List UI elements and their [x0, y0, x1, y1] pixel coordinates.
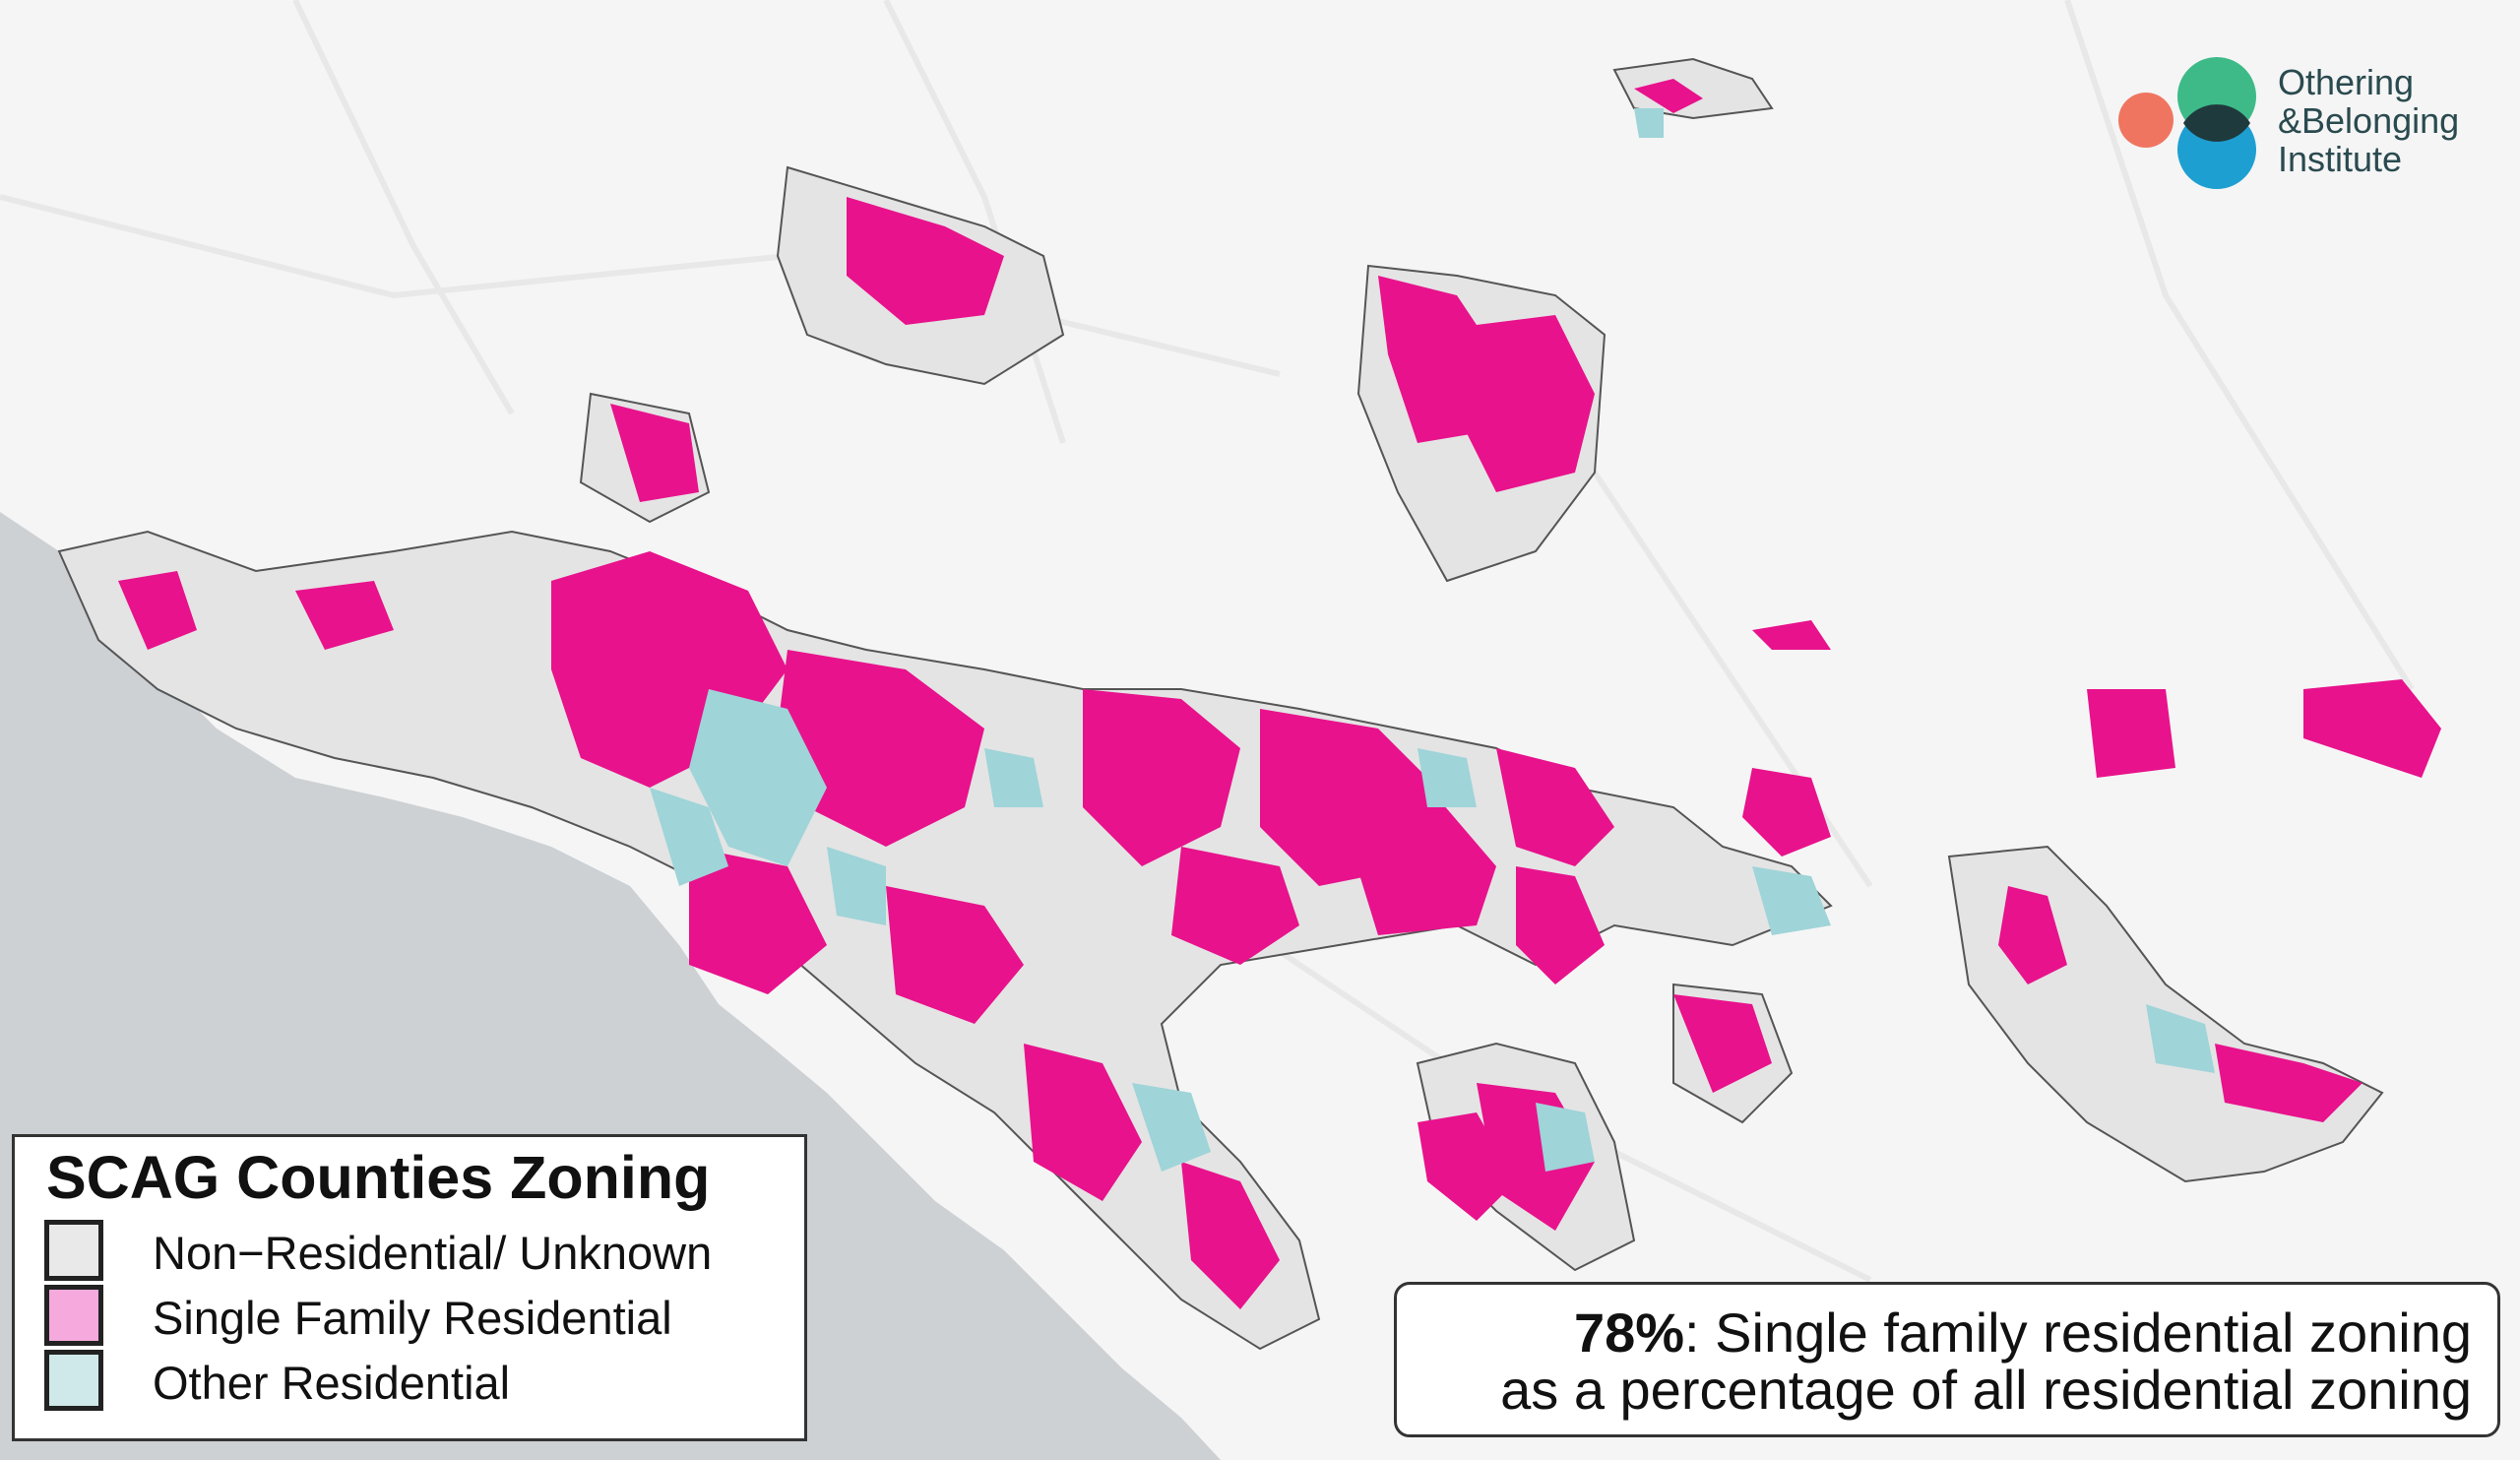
legend-item-non-residential: Non−Residential/ Unknown [44, 1220, 792, 1283]
legend-label-single-family: Single Family Residential [153, 1292, 672, 1344]
logo-overlap [2183, 104, 2250, 142]
map-legend: SCAG Counties Zoning Non−Residential/ Un… [12, 1134, 807, 1441]
legend-swatch-non-residential [44, 1220, 103, 1281]
callout-line-1: 78%: Single family residential zoning [1574, 1301, 2472, 1365]
logo-line-1: Othering [2278, 62, 2415, 102]
logo-coral-circle [2118, 93, 2174, 148]
legend-swatch-other-residential [44, 1350, 103, 1411]
legend-item-single-family: Single Family Residential [44, 1285, 792, 1348]
statistic-callout: 78%: Single family residential zoning as… [1394, 1282, 2500, 1437]
legend-label-non-residential: Non−Residential/ Unknown [153, 1227, 713, 1279]
legend-item-other-residential: Other Residential [44, 1350, 792, 1413]
legend-swatch-single-family [44, 1285, 103, 1346]
institute-logo-mark [2118, 57, 2256, 189]
logo-line-2: &Belonging [2278, 100, 2460, 141]
institute-logo: Othering &Belonging Institute [2114, 51, 2488, 199]
legend-label-other-residential: Other Residential [153, 1357, 511, 1409]
callout-line-2: as a percentage of all residential zonin… [1500, 1359, 2472, 1421]
other-residential-zones [650, 108, 2215, 1172]
callout-percent: 78% [1573, 1301, 1685, 1364]
logo-line-3: Institute [2278, 139, 2403, 179]
legend-title: SCAG Counties Zoning [46, 1144, 711, 1211]
logo-text: Othering &Belonging Institute [2278, 63, 2459, 178]
single-family-zones [118, 79, 2441, 1309]
callout-line-1-text: : Single family residential zoning [1684, 1301, 2472, 1364]
